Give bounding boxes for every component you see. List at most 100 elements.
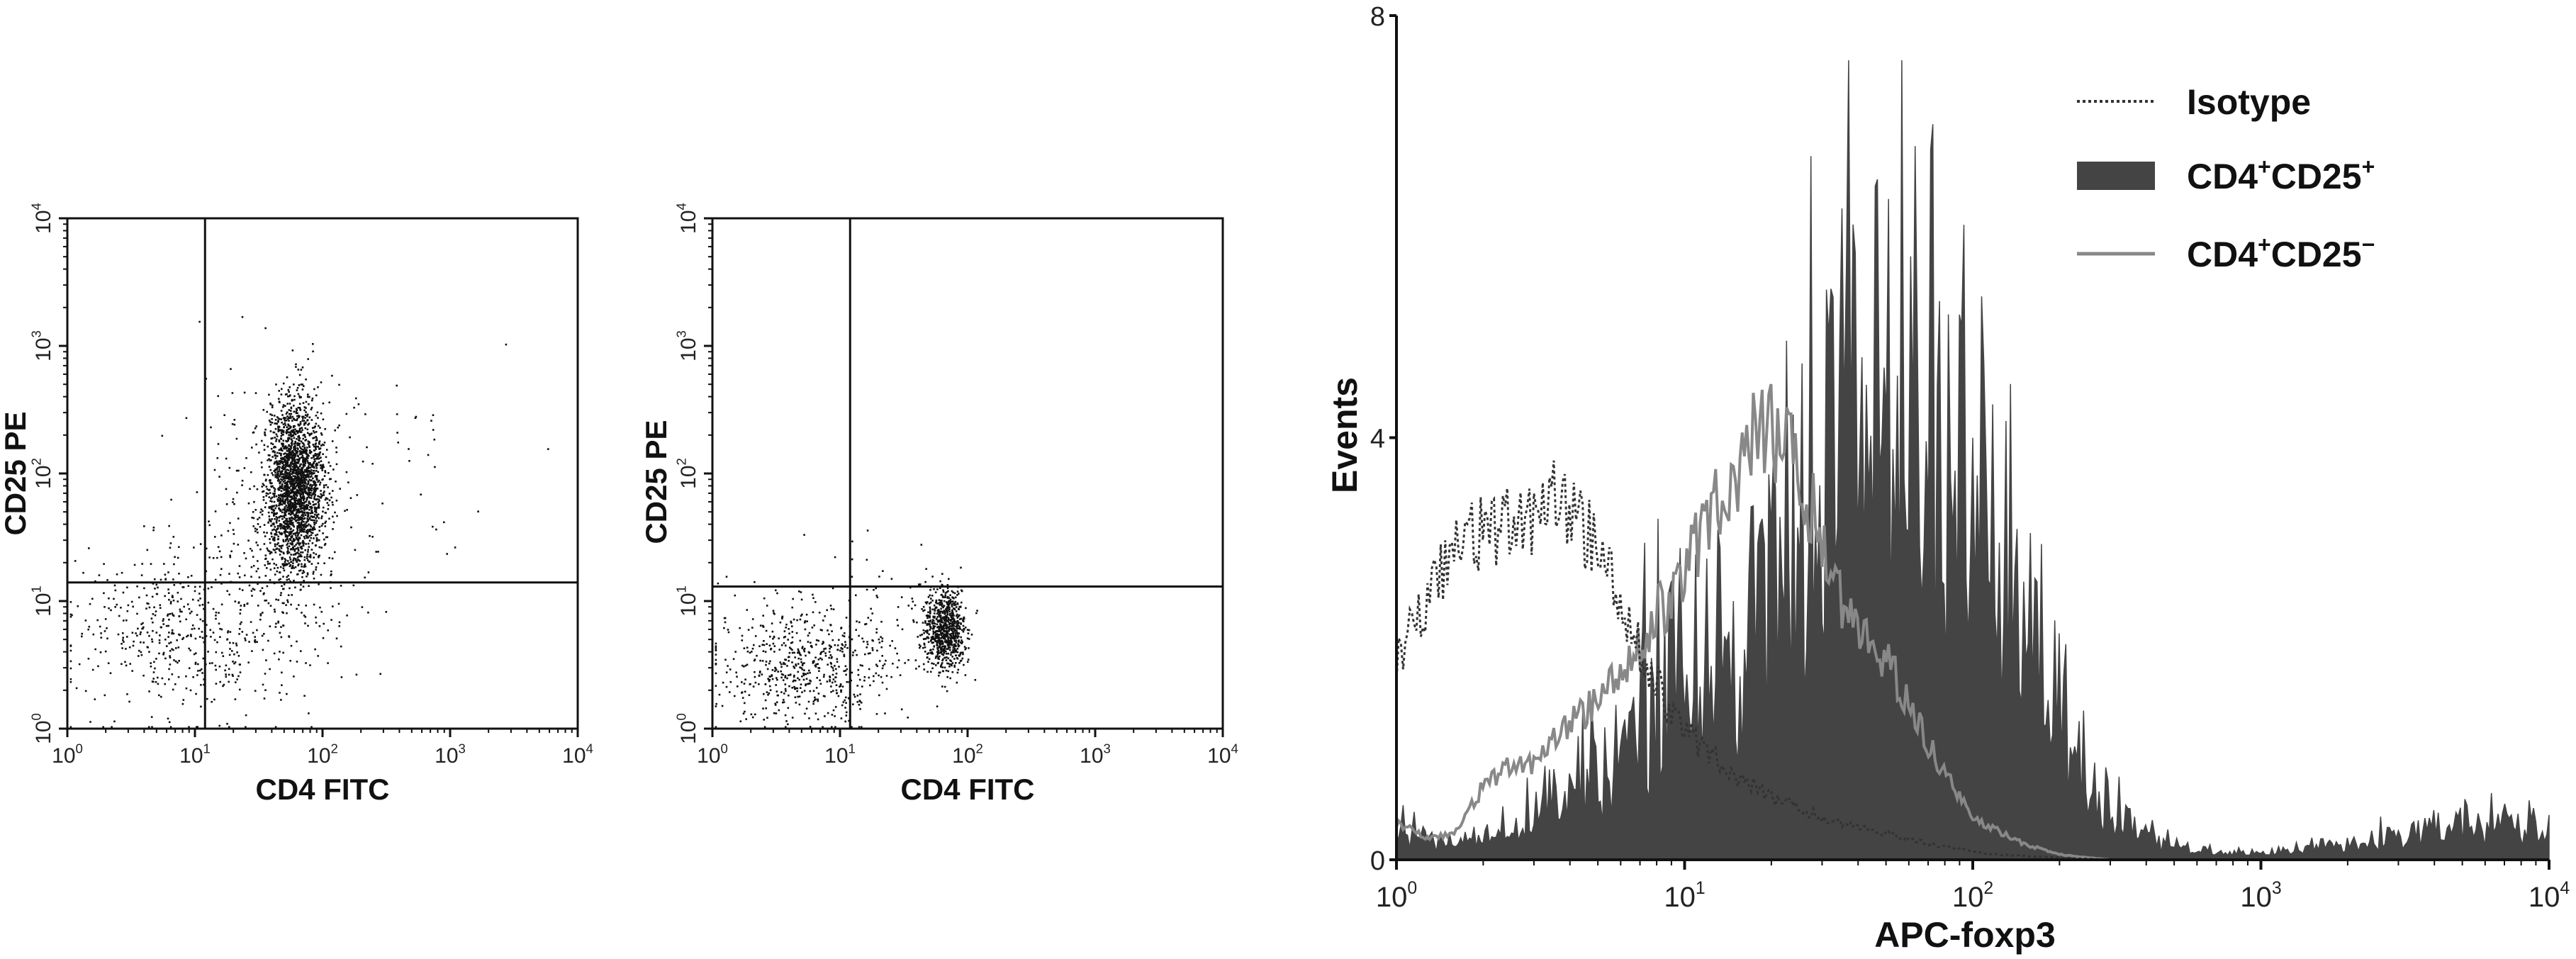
event-dot xyxy=(200,668,203,671)
event-dot xyxy=(954,632,957,634)
event-dot xyxy=(942,617,945,620)
event-dot xyxy=(771,669,774,671)
event-dot xyxy=(271,482,273,484)
event-dot xyxy=(830,607,833,610)
event-dot xyxy=(269,492,271,494)
event-dot xyxy=(280,545,283,547)
event-dot xyxy=(284,559,287,561)
plot1-x-axis-title: CD4 FITC xyxy=(256,773,390,806)
event-dot xyxy=(961,639,963,641)
event-dot xyxy=(772,642,775,645)
event-dot xyxy=(301,529,303,531)
event-dot xyxy=(306,529,309,531)
event-dot xyxy=(240,609,242,611)
event-dot xyxy=(292,469,295,471)
event-dot xyxy=(861,726,863,728)
event-dot xyxy=(293,490,296,493)
event-dot xyxy=(330,478,332,480)
event-dot xyxy=(91,598,94,600)
event-dot xyxy=(312,437,314,439)
event-dot xyxy=(274,608,276,611)
event-dot xyxy=(225,488,228,490)
event-dot xyxy=(293,480,296,482)
event-dot xyxy=(250,566,253,568)
event-dot xyxy=(298,473,301,476)
event-dot xyxy=(274,454,276,456)
event-dot xyxy=(258,517,261,519)
event-dot xyxy=(283,467,286,469)
event-dot xyxy=(784,663,786,666)
event-dot xyxy=(268,420,271,422)
event-dot xyxy=(279,429,281,431)
event-dot xyxy=(814,712,817,714)
event-dot xyxy=(956,624,958,627)
event-dot xyxy=(946,606,948,609)
event-dot xyxy=(939,640,942,642)
event-dot xyxy=(783,701,785,703)
event-dot xyxy=(252,431,255,434)
event-dot xyxy=(951,609,953,612)
event-dot xyxy=(287,503,290,506)
event-dot xyxy=(727,665,729,667)
event-dot xyxy=(931,622,934,624)
event-dot xyxy=(299,542,301,545)
event-dot xyxy=(954,621,956,624)
event-dot xyxy=(313,493,316,495)
event-dot xyxy=(949,598,952,601)
event-dot xyxy=(263,531,265,534)
event-dot xyxy=(802,674,805,676)
event-dot xyxy=(98,574,101,576)
event-dot xyxy=(301,517,303,519)
event-dot xyxy=(304,436,306,438)
event-dot xyxy=(762,626,765,628)
event-dot xyxy=(281,445,284,448)
event-dot xyxy=(227,630,230,632)
event-dot xyxy=(308,472,311,474)
event-dot xyxy=(286,502,289,504)
event-dot xyxy=(267,473,269,476)
event-dot xyxy=(289,531,291,533)
event-dot xyxy=(773,645,776,647)
event-dot xyxy=(281,459,283,461)
event-dot xyxy=(254,641,257,644)
event-dot xyxy=(280,515,282,517)
event-dot xyxy=(279,481,282,483)
event-dot xyxy=(281,483,284,486)
event-dot xyxy=(313,577,315,580)
event-dot xyxy=(291,466,294,468)
event-dot xyxy=(304,422,307,425)
event-dot xyxy=(915,668,917,670)
event-dot xyxy=(795,663,797,666)
event-dot xyxy=(301,566,303,568)
event-dot xyxy=(307,423,309,426)
event-dot xyxy=(308,517,311,520)
event-dot xyxy=(207,588,210,590)
event-dot xyxy=(324,428,326,430)
event-dot xyxy=(275,469,277,471)
event-dot xyxy=(866,643,869,646)
event-dot xyxy=(945,669,948,672)
event-dot xyxy=(318,440,321,442)
event-dot xyxy=(295,481,298,484)
event-dot xyxy=(925,602,928,605)
event-dot xyxy=(298,437,301,439)
event-dot xyxy=(220,583,223,585)
event-dot xyxy=(313,523,315,526)
event-dot xyxy=(285,481,287,484)
event-dot xyxy=(797,657,800,660)
event-dot xyxy=(306,469,308,471)
event-dot xyxy=(821,658,823,661)
event-dot xyxy=(232,501,234,503)
event-dot xyxy=(931,641,934,644)
event-dot xyxy=(840,689,842,692)
event-dot xyxy=(299,483,301,486)
event-dot xyxy=(294,507,297,510)
event-dot xyxy=(961,642,963,644)
event-dot xyxy=(293,395,296,398)
event-dot xyxy=(300,476,303,479)
event-dot xyxy=(279,523,281,525)
event-dot xyxy=(783,642,785,644)
event-dot xyxy=(724,658,727,661)
event-dot xyxy=(912,619,914,622)
event-dot xyxy=(961,657,964,660)
